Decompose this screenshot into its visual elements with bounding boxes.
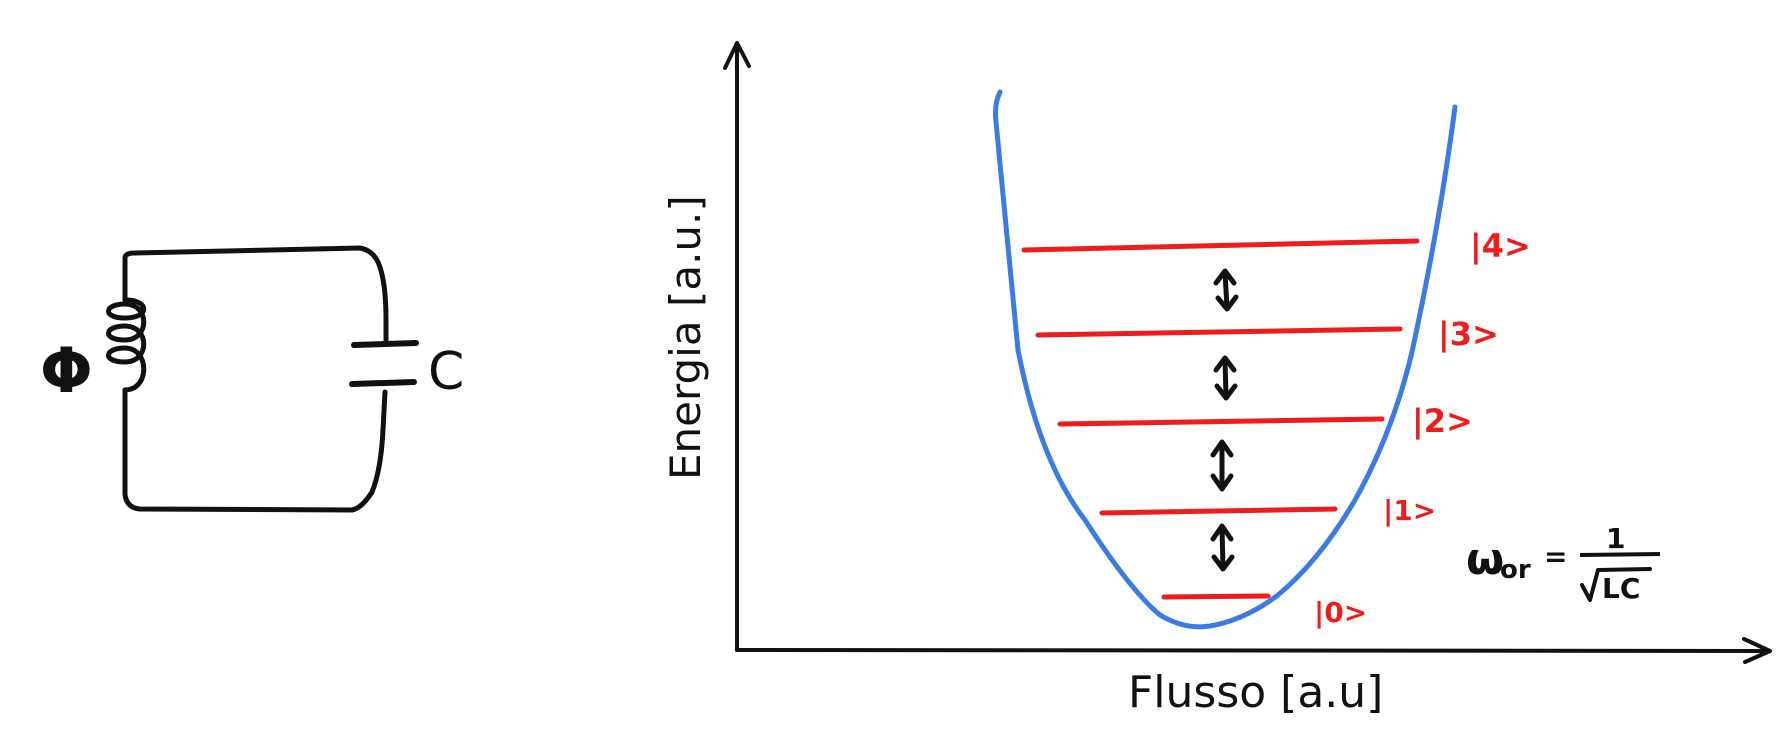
circuit-wire-top (122, 245, 389, 345)
lc-circuit: Φ C (40, 245, 464, 513)
inductor-coil (106, 297, 147, 393)
energy-levels (1021, 238, 1420, 600)
plot-axes: Flusso [a.u] Energia [a.u.] (661, 41, 1772, 718)
square-root-sign (1580, 567, 1652, 602)
y-axis-arrowhead (723, 41, 751, 70)
energy-level-0 (1161, 593, 1271, 600)
level-label-4: |4> (1470, 227, 1531, 266)
fraction-bar (1579, 552, 1661, 557)
energy-level-4 (1021, 238, 1420, 253)
potential-curve (993, 89, 1458, 630)
energy-level-labels: |4> |3> |2> |1> |0> (1314, 227, 1531, 629)
double-arrow-icon (1210, 439, 1234, 492)
x-axis (735, 648, 1770, 653)
x-axis-arrowhead (1742, 637, 1772, 664)
capacitor-plate-bottom (349, 379, 417, 387)
x-axis-label: Flusso [a.u] (1128, 667, 1383, 718)
formula-numerator: 1 (1606, 522, 1625, 555)
energy-level-2 (1057, 416, 1385, 427)
formula-omega: ω (1466, 534, 1504, 585)
formula-denominator: LC (1602, 572, 1640, 605)
double-arrow-icon (1210, 523, 1235, 572)
y-axis-label: Energia [a.u.] (661, 195, 710, 480)
level-label-1: |1> (1383, 494, 1436, 527)
energy-level-3 (1035, 326, 1403, 338)
level-label-2: |2> (1412, 402, 1473, 441)
level-label-0: |0> (1314, 596, 1367, 629)
level-label-3: |3> (1438, 315, 1499, 354)
double-arrow-icon (1213, 355, 1238, 401)
formula-equals: = (1544, 540, 1567, 573)
capacitor-plate-top (351, 340, 419, 348)
inductor-label: Φ (40, 334, 93, 407)
circuit-wire-bottom (122, 387, 388, 513)
capacitor-label: C (428, 342, 464, 402)
resonance-formula: ω or = 1 LC (1466, 522, 1661, 605)
double-arrow-icon (1213, 268, 1239, 312)
energy-level-1 (1099, 506, 1338, 516)
formula-subscript: or (1500, 555, 1531, 585)
transition-arrows (1210, 268, 1239, 572)
